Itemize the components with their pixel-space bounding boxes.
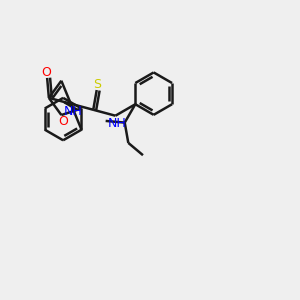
Text: NH: NH (107, 117, 126, 130)
Text: S: S (94, 78, 102, 91)
Text: NH: NH (64, 105, 83, 118)
Text: O: O (58, 115, 68, 128)
Text: O: O (42, 66, 52, 79)
